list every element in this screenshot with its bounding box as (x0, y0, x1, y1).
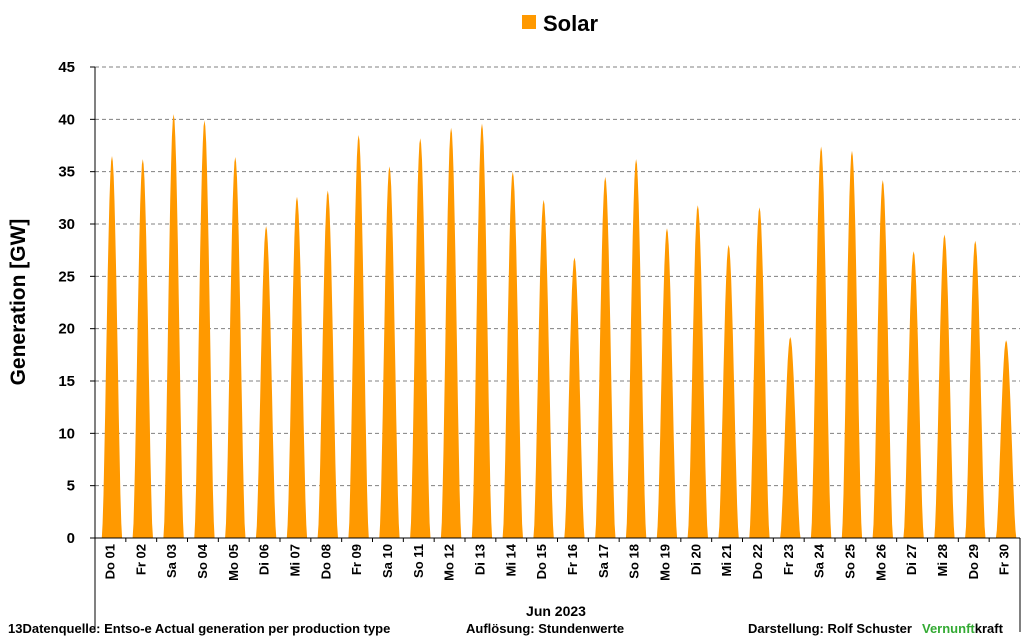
legend-swatch-solar (522, 15, 536, 29)
footer-datasource: 13Datenquelle: Entso-e Actual generation… (8, 621, 391, 636)
legend-label-solar: Solar (543, 11, 598, 36)
x-axis-ticks: Do 01 Fr 02 Sa 03 So 04 Mo 05 Di 06 Mi 07 Do 08… (94, 538, 1012, 581)
x-tick-label: Mi 07 (287, 544, 302, 577)
y-tick-label: 20 (58, 321, 75, 338)
x-tick-label: So 04 (195, 543, 210, 578)
x-tick-label: Do 01 (102, 544, 117, 579)
legend: Solar (522, 11, 598, 36)
x-tick-label: Mi 14 (503, 543, 518, 576)
y-tick-label: 45 (58, 59, 75, 76)
x-tick-label: Fr 09 (349, 544, 364, 575)
x-tick-label: Fr 30 (997, 544, 1012, 575)
x-tick-label: Di 27 (904, 544, 919, 575)
brand-black-text: kraft (974, 621, 1003, 636)
y-tick-label: 35 (58, 164, 75, 181)
x-tick-label: Do 29 (966, 544, 981, 579)
solar-area-series (95, 114, 1020, 538)
y-tick-label: 5 (67, 478, 75, 495)
x-tick-label: So 11 (411, 544, 426, 578)
x-tick-label: Fr 23 (781, 544, 796, 575)
x-tick-label: Sa 17 (596, 544, 611, 578)
footer-author: Darstellung: Rolf Schuster (748, 621, 912, 636)
x-tick-label: Mo 26 (873, 544, 888, 581)
x-tick-label: Fr 16 (565, 544, 580, 575)
brand-green-text: Vernunft (922, 621, 975, 636)
x-tick-label: Fr 02 (133, 544, 148, 575)
grid-lines (95, 66, 1020, 487)
x-tick-label: Di 06 (257, 544, 272, 575)
x-axis-month-label: Jun 2023 (526, 603, 586, 619)
x-tick-label: Di 13 (472, 544, 487, 575)
x-tick-label: Sa 03 (164, 544, 179, 578)
x-tick-label: Mo 12 (442, 544, 457, 581)
x-tick-label: Sa 24 (812, 543, 827, 578)
x-tick-label: Di 20 (688, 544, 703, 575)
x-tick-label: So 18 (627, 544, 642, 579)
x-tick-label: Do 08 (318, 544, 333, 579)
x-tick-label: Mo 05 (226, 544, 241, 581)
x-tick-label: Do 22 (750, 544, 765, 579)
x-tick-label: Mo 19 (657, 544, 672, 581)
y-tick-label: 0 (67, 530, 75, 547)
footer-brand: Vernunftkraft (922, 621, 1003, 636)
y-tick-label: 25 (58, 268, 75, 285)
x-tick-label: Sa 10 (380, 544, 395, 578)
x-tick-label: Do 15 (534, 544, 549, 579)
x-tick-label: Mi 28 (935, 544, 950, 577)
footer-resolution: Auflösung: Stundenwerte (466, 621, 625, 636)
y-tick-label: 30 (58, 216, 75, 233)
x-tick-label: Mi 21 (719, 544, 734, 577)
y-axis-ticks: 0 5 10 15 20 25 30 35 40 45 (58, 59, 95, 547)
y-tick-label: 10 (58, 425, 75, 442)
x-tick-label: So 25 (842, 544, 857, 579)
y-tick-label: 40 (58, 111, 75, 128)
y-axis-title: Generation [GW] (7, 219, 30, 386)
y-tick-label: 15 (58, 373, 75, 390)
